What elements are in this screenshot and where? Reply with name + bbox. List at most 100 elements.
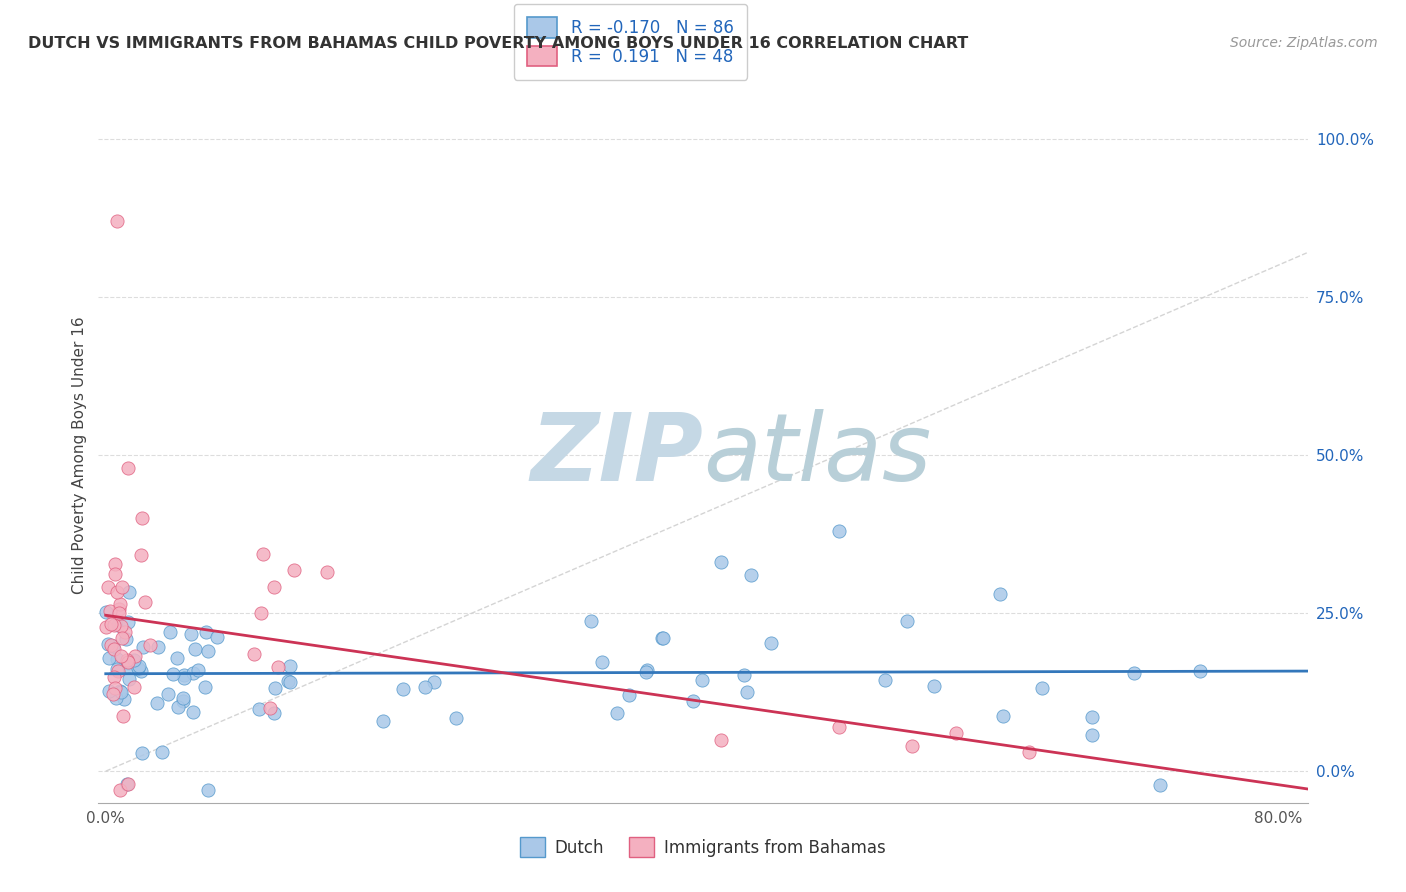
Point (146, 640, 169, 654)
Point (875, 673, 897, 687)
Point (172, 694, 194, 708)
Point (107, 617, 129, 632)
Point (316, 565, 339, 579)
Point (1081, 728, 1104, 742)
Point (118, 672, 141, 686)
Point (827, 720, 849, 734)
Point (259, 700, 281, 714)
Point (247, 702, 270, 716)
Point (242, 647, 264, 661)
Point (591, 655, 613, 669)
Point (181, 705, 204, 719)
Point (759, 636, 782, 650)
Point (97, 580, 120, 594)
Point (105, 651, 128, 665)
Point (131, 549, 153, 563)
Point (108, 684, 131, 698)
Point (107, 214, 129, 228)
Point (827, 524, 849, 538)
Point (100, 617, 122, 632)
Point (122, 680, 145, 694)
Point (104, 691, 127, 706)
Point (173, 668, 195, 682)
Point (103, 618, 125, 632)
Point (197, 783, 219, 797)
Point (263, 706, 285, 720)
Point (128, 659, 150, 673)
Point (266, 660, 288, 674)
Point (124, 648, 146, 663)
Point (104, 567, 127, 582)
Point (172, 690, 194, 705)
Point (112, 709, 135, 723)
Point (117, 655, 139, 669)
Point (444, 711, 467, 725)
Text: Source: ZipAtlas.com: Source: ZipAtlas.com (1230, 36, 1378, 50)
Point (922, 679, 945, 693)
Point (101, 687, 124, 701)
Point (263, 580, 285, 594)
Point (371, 714, 394, 729)
Point (651, 631, 673, 645)
Point (207, 630, 229, 644)
Point (131, 511, 153, 525)
Point (111, 581, 134, 595)
Point (896, 614, 918, 628)
Point (252, 547, 274, 561)
Point (127, 662, 149, 676)
Point (110, 648, 132, 663)
Point (118, 659, 141, 673)
Point (97, 637, 120, 651)
Point (107, 602, 129, 616)
Point (101, 639, 124, 653)
Point (166, 651, 188, 665)
Point (183, 641, 205, 656)
Point (283, 563, 305, 577)
Point (652, 631, 675, 645)
Point (187, 663, 209, 677)
Point (129, 665, 152, 679)
Point (636, 664, 658, 678)
Point (1081, 709, 1104, 723)
Point (94, 620, 117, 634)
Point (391, 681, 413, 696)
Point (710, 732, 733, 747)
Point (97, 651, 120, 665)
Point (104, 681, 127, 695)
Point (413, 681, 436, 695)
Point (735, 685, 758, 699)
Point (278, 674, 301, 689)
Point (619, 688, 641, 702)
Point (105, 584, 128, 599)
Point (1018, 745, 1040, 759)
Point (110, 783, 132, 797)
Point (1188, 665, 1211, 679)
Legend: Dutch, Immigrants from Bahamas: Dutch, Immigrants from Bahamas (513, 830, 893, 864)
Point (159, 625, 181, 640)
Point (115, 777, 138, 791)
Point (100, 638, 122, 652)
Point (108, 606, 131, 620)
Point (118, 584, 141, 599)
Point (96, 605, 118, 619)
Point (146, 696, 169, 710)
Point (181, 666, 204, 681)
Point (112, 692, 135, 706)
Point (105, 662, 128, 676)
Point (682, 694, 704, 708)
Point (111, 631, 134, 645)
Point (157, 687, 180, 701)
Point (162, 666, 184, 681)
Point (423, 675, 446, 690)
Point (127, 661, 149, 675)
Point (1122, 665, 1144, 680)
Point (166, 700, 188, 714)
Point (150, 745, 173, 759)
Point (117, 653, 139, 667)
Point (180, 627, 202, 641)
Point (901, 739, 924, 753)
Point (740, 568, 762, 582)
Point (194, 680, 217, 694)
Point (636, 665, 658, 679)
Point (103, 670, 125, 684)
